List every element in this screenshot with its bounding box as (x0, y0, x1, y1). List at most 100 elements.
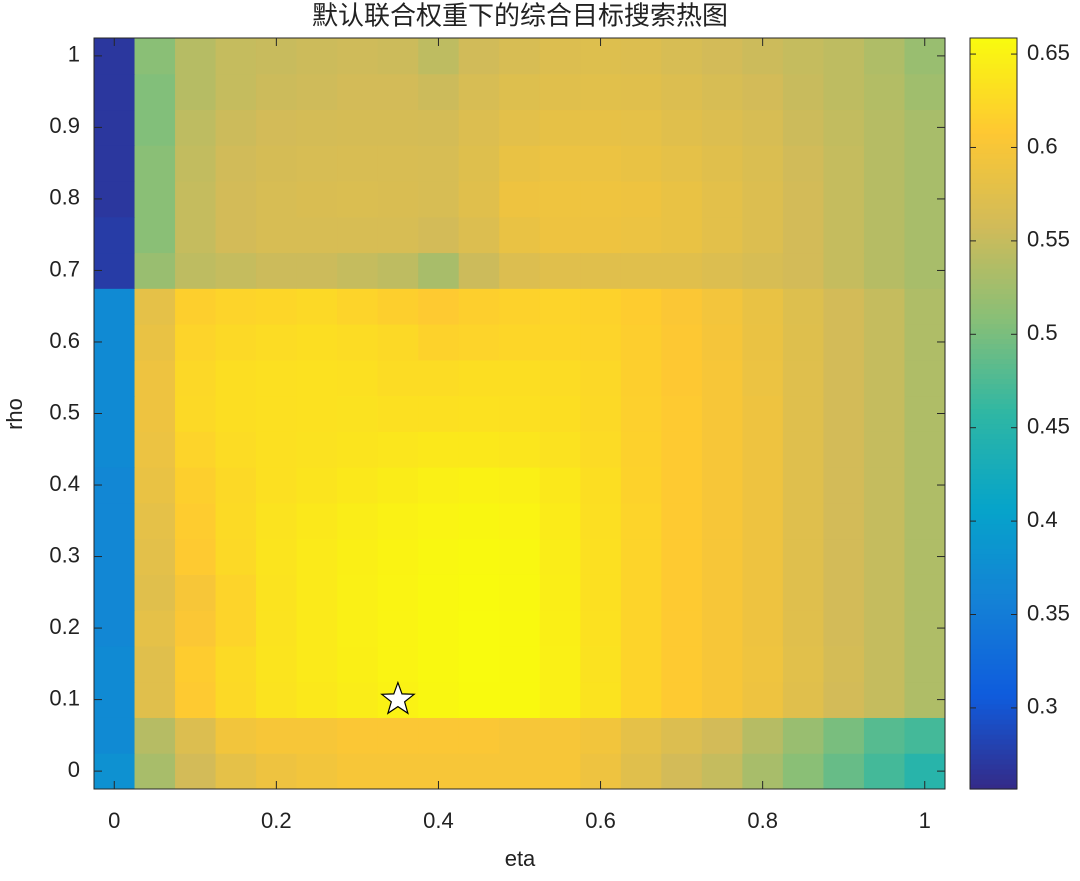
colorbar-band (970, 513, 1017, 520)
heat-cell (499, 359, 541, 397)
heat-cell (863, 502, 905, 540)
heat-cell (337, 38, 379, 75)
x-tick-label: 1 (919, 808, 931, 833)
heat-cell (134, 288, 176, 325)
heat-cell (580, 216, 622, 254)
heat-cell (296, 681, 338, 718)
heat-cell (418, 502, 460, 540)
heat-cell (904, 359, 946, 397)
heat-cell (539, 288, 581, 325)
heat-cell (175, 717, 217, 754)
heat-cell (863, 252, 905, 289)
heat-cell (215, 359, 257, 397)
heat-cell (296, 109, 338, 146)
colorbar-band (970, 373, 1017, 380)
heat-cell (661, 717, 703, 754)
heat-cell (337, 359, 379, 397)
heat-cell (377, 610, 419, 647)
heat-cell (701, 645, 743, 683)
colorbar-band (970, 683, 1017, 690)
colorbar-band (970, 678, 1017, 685)
heat-cell (661, 431, 703, 468)
heat-cell (539, 73, 581, 111)
heat-cell (175, 431, 217, 468)
colorbar-band (970, 98, 1017, 104)
colorbar-band (970, 768, 1017, 775)
heat-cell (742, 431, 784, 468)
heat-cell (418, 324, 460, 361)
heat-cell (458, 395, 500, 432)
heat-cell (661, 145, 703, 182)
heat-cell (458, 216, 500, 254)
heat-cell (499, 181, 541, 218)
heat-cell (823, 502, 865, 540)
colorbar-band (970, 293, 1017, 299)
heat-cell (337, 288, 379, 325)
heat-cell (863, 181, 905, 218)
colorbar-band (970, 403, 1017, 410)
heat-cell (134, 395, 176, 432)
optimum-marker (380, 680, 416, 715)
heat-cell (823, 538, 865, 575)
heat-cell (620, 502, 662, 540)
axes-overlay (93, 37, 946, 790)
heat-cell (296, 395, 338, 432)
colorbar-band (970, 533, 1017, 540)
heat-cell (377, 538, 419, 575)
y-tick-label: 1 (68, 42, 80, 67)
heat-cell (661, 288, 703, 325)
heat-cell (863, 610, 905, 647)
heat-cell (701, 574, 743, 611)
heat-cell (580, 538, 622, 575)
heat-cell (458, 431, 500, 468)
heat-cell (175, 38, 217, 75)
y-tick-label: 0.9 (49, 113, 80, 138)
colorbar-band (970, 663, 1017, 670)
heat-cell (134, 538, 176, 575)
colorbar-tick-label: 0.45 (1027, 414, 1070, 439)
heat-cell (620, 717, 662, 754)
colorbar-band (970, 263, 1017, 269)
heat-cell (823, 109, 865, 146)
colorbar-band (970, 128, 1017, 134)
colorbar-band (970, 123, 1017, 129)
heat-cell (175, 538, 217, 575)
heat-cell (580, 395, 622, 432)
heat-cell (215, 431, 257, 468)
colorbar-band (970, 453, 1017, 460)
heat-cell (377, 717, 419, 754)
heat-cell (823, 753, 865, 790)
heat-cell (418, 395, 460, 432)
heat-cell (863, 753, 905, 790)
heat-cell (377, 288, 419, 325)
colorbar-tick-label: 0.65 (1027, 40, 1070, 65)
colorbar-band (970, 78, 1017, 84)
heat-cell (256, 645, 298, 683)
heat-cell (863, 109, 905, 146)
colorbar-band (970, 528, 1017, 535)
heat-cell (256, 681, 298, 718)
colorbar-band (970, 258, 1017, 264)
heat-cell (256, 467, 298, 504)
colorbar-band (970, 648, 1017, 655)
heat-cell (863, 216, 905, 254)
heat-cell (539, 717, 581, 754)
colorbar-band (970, 408, 1017, 415)
heat-cell (742, 395, 784, 432)
heat-cell (620, 252, 662, 289)
colorbar-band (970, 473, 1017, 480)
heatmap-cells (94, 38, 946, 790)
heat-cell (94, 216, 136, 254)
colorbar-band (970, 203, 1017, 209)
heat-cell (782, 145, 824, 182)
heat-cell (337, 324, 379, 361)
colorbar-band (970, 498, 1017, 505)
heat-cell (175, 73, 217, 111)
heat-cell (377, 431, 419, 468)
heat-cell (580, 324, 622, 361)
heat-cell (499, 502, 541, 540)
colorbar-band (970, 588, 1017, 595)
heat-cell (701, 288, 743, 325)
heat-cell (499, 395, 541, 432)
